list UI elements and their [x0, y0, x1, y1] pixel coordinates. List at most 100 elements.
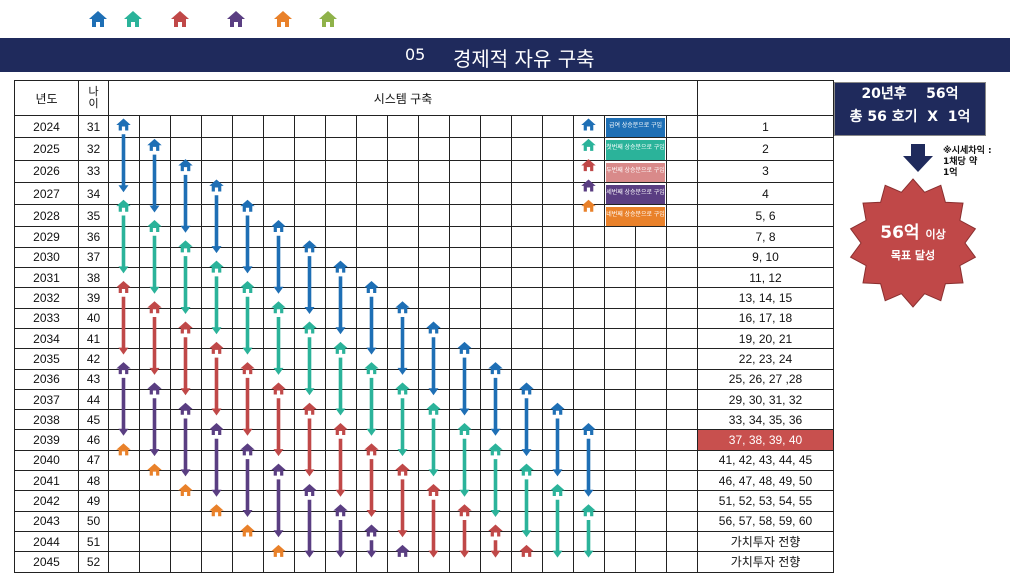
grid-cell	[325, 348, 357, 370]
grid-cell	[449, 181, 481, 206]
grid-cell	[480, 510, 512, 532]
grid-cell	[449, 348, 481, 370]
grid-cell	[170, 388, 202, 411]
grid-cell	[139, 409, 171, 431]
grid-cell	[232, 246, 264, 269]
grid-cell	[511, 114, 543, 139]
grid-cell	[666, 181, 698, 206]
grid-cell	[387, 307, 419, 329]
grid-cell	[201, 246, 233, 269]
grid-cell	[511, 137, 543, 161]
grid-cell	[573, 246, 605, 269]
grid-cell	[356, 348, 388, 370]
grid-cell	[418, 429, 450, 451]
grid-cell	[232, 530, 264, 553]
count-cell: 3	[697, 159, 834, 183]
count-cell: 33, 34, 35, 36	[697, 409, 834, 431]
table-row: 2030 37 9, 10	[14, 246, 834, 269]
grid-cell	[294, 348, 326, 370]
goal-amount: 56억	[880, 223, 920, 243]
count-cell: 7, 8	[697, 226, 834, 248]
count-cell: 13, 14, 15	[697, 287, 834, 309]
grid-cell	[232, 510, 264, 532]
grid-cell	[232, 327, 264, 350]
grid-cell	[666, 348, 698, 370]
grid-cell	[170, 551, 202, 573]
grid-cell	[449, 287, 481, 309]
grid-cell	[480, 368, 512, 390]
age-cell: 49	[78, 490, 109, 512]
grid-cell	[232, 307, 264, 329]
grid-cell	[573, 204, 605, 228]
grid-cell	[325, 287, 357, 309]
year-cell: 2042	[14, 490, 79, 512]
grid-cell	[201, 307, 233, 329]
grid-cell	[542, 551, 574, 573]
grid-cell	[511, 327, 543, 350]
grid-cell	[604, 348, 636, 370]
age-cell: 35	[78, 204, 109, 228]
year-cell: 2041	[14, 470, 79, 492]
grid-cell	[232, 348, 264, 370]
grid-cell	[511, 246, 543, 269]
grid-cell	[604, 246, 636, 269]
grid-cell	[480, 429, 512, 451]
grid-cell	[139, 429, 171, 451]
grid-cell	[666, 226, 698, 248]
grid-cell	[449, 551, 481, 573]
grid-cell	[387, 551, 419, 573]
note-line-3: 1억	[943, 168, 958, 178]
grid-cell	[201, 327, 233, 350]
grid-cell	[387, 510, 419, 532]
table-row: 2024 31 급여 상승분으로 구입 1	[14, 114, 834, 139]
grid-cell	[294, 267, 326, 289]
grid-cell	[542, 307, 574, 329]
grid-cell	[232, 551, 264, 573]
grid-cell	[604, 368, 636, 390]
grid-cell	[294, 449, 326, 472]
grid-cell	[666, 449, 698, 472]
grid-cell	[542, 449, 574, 472]
grid-cell	[418, 470, 450, 492]
grid-cell	[449, 429, 481, 451]
grid-cell	[542, 409, 574, 431]
house-icon	[123, 10, 143, 28]
grid-cell	[201, 490, 233, 512]
grid-cell	[418, 307, 450, 329]
year-cell: 2024	[14, 114, 79, 139]
grid-cell	[108, 181, 140, 206]
age-cell: 32	[78, 137, 109, 161]
grid-cell	[635, 510, 667, 532]
count-cell: 51, 52, 53, 54, 55	[697, 490, 834, 512]
grid-cell	[449, 470, 481, 492]
grid-cell	[480, 348, 512, 370]
grid-cell	[449, 327, 481, 350]
grid-cell	[387, 181, 419, 206]
grid-cell	[635, 327, 667, 350]
grid-cell	[108, 510, 140, 532]
grid-cell	[325, 246, 357, 269]
grid-cell	[356, 429, 388, 451]
year-cell: 2033	[14, 307, 79, 329]
grid-cell	[480, 307, 512, 329]
grid-cell	[418, 530, 450, 553]
price-note: ※시세차익 : 1채당 약 1억	[943, 146, 992, 179]
grid-cell	[356, 181, 388, 206]
age-cell: 42	[78, 348, 109, 370]
grid-cell	[511, 551, 543, 573]
goal-suffix: 이상	[925, 228, 946, 241]
grid-cell	[108, 551, 140, 573]
age-cell: 43	[78, 368, 109, 390]
grid-cell	[573, 429, 605, 451]
grid-cell	[449, 368, 481, 390]
grid-cell	[263, 429, 295, 451]
grid-cell	[387, 159, 419, 183]
grid-cell	[170, 137, 202, 161]
grid-cell	[170, 348, 202, 370]
grid-cell	[108, 327, 140, 350]
grid-cell	[635, 490, 667, 512]
grid-cell	[604, 551, 636, 573]
grid-cell	[201, 429, 233, 451]
grid-cell	[387, 327, 419, 350]
grid-cell	[635, 246, 667, 269]
